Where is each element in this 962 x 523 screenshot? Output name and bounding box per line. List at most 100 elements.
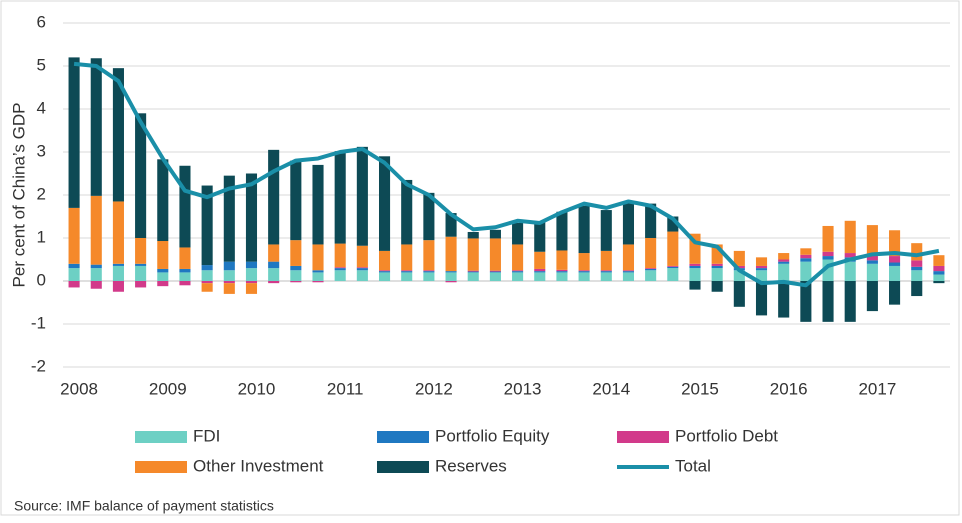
bar-segment: [711, 244, 723, 264]
bar-segment: [157, 159, 169, 242]
bar-segment: [135, 113, 147, 238]
bar-segment: [423, 272, 435, 281]
bar-segment: [645, 203, 657, 238]
y-axis-label: Per cent of China’s GDP: [9, 103, 28, 288]
bar-segment: [334, 268, 346, 271]
bar-segment: [90, 264, 102, 269]
bar-segment: [356, 146, 368, 246]
y-tick-label: 1: [37, 227, 46, 246]
bar-segment: [512, 244, 524, 271]
bar-segment: [711, 263, 723, 266]
bar-segment: [223, 281, 235, 284]
y-tick-label: 4: [37, 98, 46, 117]
bar-segment: [179, 272, 191, 281]
bar-segment: [245, 173, 258, 262]
y-tick-label: 2: [37, 184, 46, 203]
bar-segment: [911, 266, 923, 271]
bar-segment: [733, 265, 745, 269]
bar-segment: [800, 258, 812, 262]
bar-segment: [667, 231, 679, 266]
bar-segment: [889, 230, 901, 257]
bar-segment: [356, 270, 368, 281]
bar-segment: [179, 247, 191, 269]
bar-segment: [312, 281, 324, 283]
bar-segment: [844, 261, 856, 281]
legend-label: Reserves: [435, 456, 507, 475]
bar-segment: [822, 256, 834, 260]
bar-segment: [778, 259, 790, 262]
bar-segment: [268, 268, 280, 281]
bar-segment: [334, 151, 346, 244]
y-tick-label: 5: [37, 55, 46, 74]
legend-swatch: [377, 431, 429, 443]
bar-segment: [445, 281, 457, 283]
bar-segment: [800, 261, 812, 281]
x-tick-label: 2013: [504, 379, 542, 398]
bar-segment: [423, 270, 435, 272]
bar-segment: [556, 250, 568, 270]
legend-swatch: [617, 431, 669, 443]
bar-segment: [800, 254, 812, 259]
bar-segment: [512, 222, 524, 245]
x-tick-label: 2015: [681, 379, 719, 398]
bar-segment: [866, 225, 878, 256]
bar-segment: [689, 233, 701, 264]
x-tick-label: 2017: [858, 379, 896, 398]
bar-segment: [356, 245, 368, 268]
x-tick-label: 2008: [60, 379, 98, 398]
bar-segment: [556, 211, 568, 251]
bar-segment: [534, 251, 546, 269]
bar-segment: [600, 270, 612, 272]
bar-segment: [356, 268, 368, 271]
bar-segment: [933, 265, 945, 272]
legend-swatch: [377, 461, 429, 473]
bar-segment: [90, 281, 102, 289]
bar-segment: [356, 267, 368, 269]
bar-segment: [268, 261, 280, 269]
bar-segment: [645, 268, 657, 271]
bar-segment: [622, 272, 635, 281]
bar-segment: [290, 240, 302, 266]
bar-segment: [445, 271, 457, 273]
bar-segment: [889, 265, 901, 281]
bar-segment: [68, 57, 80, 208]
bar-segment: [179, 268, 191, 273]
bar-segment: [822, 251, 834, 257]
bar-segment: [112, 263, 124, 266]
bar-segment: [755, 281, 768, 316]
bar-segment: [556, 271, 568, 273]
bar-segment: [489, 229, 501, 239]
bar-segment: [445, 213, 457, 237]
bar-segment: [223, 270, 235, 281]
bar-segment: [911, 243, 923, 261]
bar-segment: [157, 281, 169, 287]
bar-segment: [755, 270, 768, 281]
bar-segment: [844, 220, 856, 254]
x-tick-label: 2014: [592, 379, 630, 398]
bar-segment: [312, 270, 324, 273]
legend-label: FDI: [193, 426, 220, 445]
bar-segment: [578, 205, 590, 254]
bar-segment: [467, 270, 479, 272]
bar-segment: [445, 272, 457, 281]
bar-segment: [578, 253, 590, 271]
bar-segment: [778, 261, 790, 264]
bar-segment: [157, 241, 169, 269]
legend-label: Portfolio Debt: [675, 426, 778, 445]
bar-segment: [268, 281, 280, 284]
bar-segment: [290, 281, 302, 283]
bar-segment: [312, 272, 324, 281]
bar-segment: [179, 281, 191, 286]
bar-segment: [489, 238, 501, 271]
bar-segment: [933, 271, 945, 275]
x-tick-label: 2011: [327, 379, 364, 398]
bar-segment: [578, 271, 590, 273]
bar-segment: [778, 281, 790, 318]
bar-segment: [600, 272, 612, 281]
bar-segment: [90, 58, 102, 196]
bar-segment: [889, 256, 901, 263]
bar-segment: [667, 216, 679, 232]
bar-segment: [711, 268, 723, 281]
